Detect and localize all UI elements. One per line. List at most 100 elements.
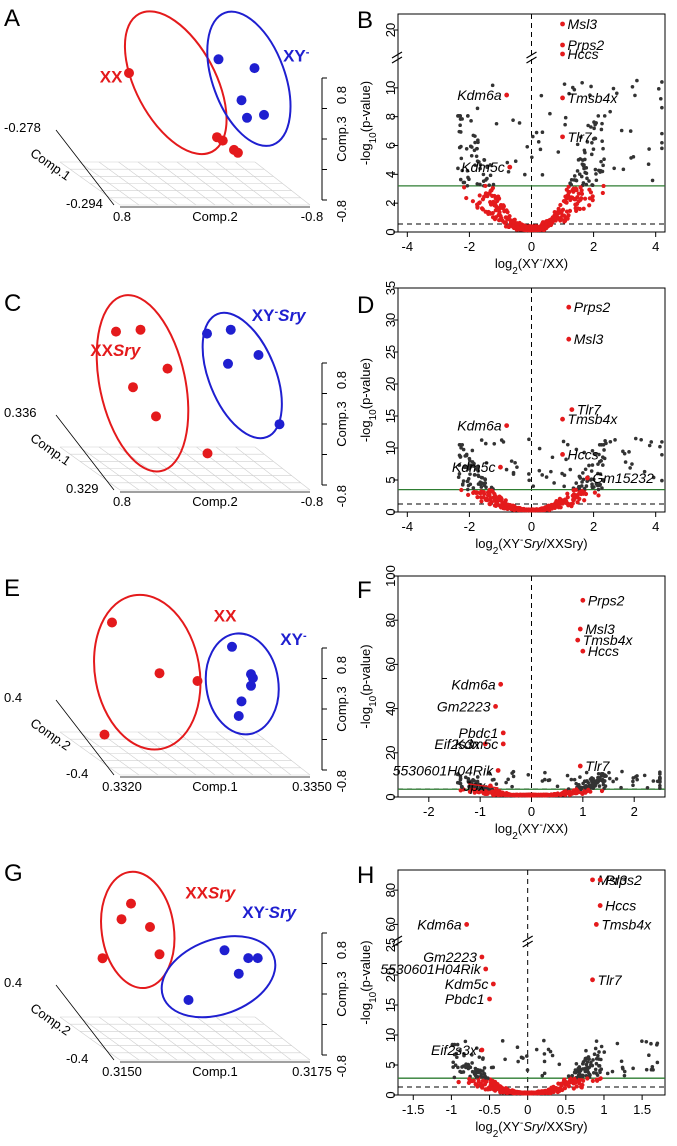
bg-point [530,155,534,160]
bg-point [481,791,486,796]
bg-point [589,125,593,129]
bg-point [458,130,463,134]
bg-point [569,182,574,187]
bg-point [488,497,493,503]
bg-point [582,450,587,455]
pca-point [97,953,108,964]
bg-point [474,1070,479,1075]
bg-point [475,204,480,209]
bg-point [599,159,603,164]
bg-point [542,1059,547,1064]
bg-point [594,1039,599,1043]
bg-point [579,135,583,139]
bg-point [577,474,582,479]
bg-point [599,458,603,463]
bg-point [527,478,531,483]
bg-point [642,773,647,778]
bg-point [476,482,481,486]
x-tick-label: -4 [402,519,414,534]
bg-point [479,489,484,494]
bg-point [584,171,589,176]
bg-point [579,191,585,196]
tick-label: -0.8 [334,1055,349,1077]
bg-point [511,1088,516,1093]
background-points [456,78,664,233]
bg-point [581,1062,585,1066]
tick-label: 0.8 [113,209,131,224]
pca-point [232,147,243,158]
bg-point [456,475,461,480]
gene-label: 5530601H04Rik [393,762,494,778]
bg-point [534,1047,539,1052]
x-tick-label: 0.5 [557,1102,575,1117]
bg-point [572,174,577,178]
bg-point [480,1085,485,1090]
bg-point [596,487,601,492]
bg-point [647,1053,651,1058]
gene-point [490,981,496,987]
bg-point [457,781,461,785]
bg-point [469,153,474,158]
bg-point [590,463,595,467]
bg-point [635,78,639,83]
bg-point [481,1057,485,1061]
bg-point [574,178,579,183]
bg-point [592,485,596,489]
bg-point [570,195,575,200]
bg-point [558,792,563,797]
bg-point [479,438,484,442]
axis-label-horizontal: Comp.2 [192,494,238,509]
x-tick-label: -2 [464,239,476,254]
bg-point [571,497,576,502]
bg-point [489,188,494,193]
bg-point [563,122,567,127]
gene-point [575,637,581,643]
tick-label: 0.8 [334,656,349,674]
bg-point [577,490,582,495]
bg-point [453,1063,458,1067]
gene-label: Hccs [588,643,619,659]
bg-point [630,462,634,466]
bg-point [633,93,637,98]
bg-point [658,776,662,781]
bg-point [549,218,554,223]
bg-point [483,497,489,503]
bg-point [594,1056,599,1061]
bg-point [471,133,476,138]
axis-label-horizontal: Comp.2 [192,209,238,224]
bg-point [577,206,582,212]
bg-point [554,500,560,505]
bg-point [582,779,587,783]
bg-point [540,173,545,177]
bg-point [631,779,635,784]
bg-point [546,1088,551,1093]
bg-point [510,784,514,789]
bg-point [578,1068,583,1073]
tick-label: -0.8 [334,485,349,507]
bg-point [593,136,598,141]
pca-point [274,419,285,430]
background-points [455,769,662,798]
bg-point [526,507,531,512]
bg-point [660,80,664,84]
bg-point [479,1072,484,1077]
bg-point [577,172,582,176]
bg-point [466,114,470,118]
pca-point [202,328,212,339]
bg-point [614,91,619,96]
bg-point [585,140,590,144]
tick-label: -0.4 [66,766,88,781]
bg-point [593,1067,598,1072]
panel-label: H [357,862,374,889]
bg-point [466,778,471,782]
bg-point [521,1056,525,1060]
bg-point [488,200,493,205]
bg-point [574,447,579,452]
bg-point [530,224,535,229]
bg-point [558,209,564,214]
gene-label: Tmsb4x [568,411,619,427]
bg-point [605,1071,610,1076]
bg-point [628,466,632,470]
bg-point [510,771,514,775]
gene-label: Eif2s3x [431,1042,478,1058]
